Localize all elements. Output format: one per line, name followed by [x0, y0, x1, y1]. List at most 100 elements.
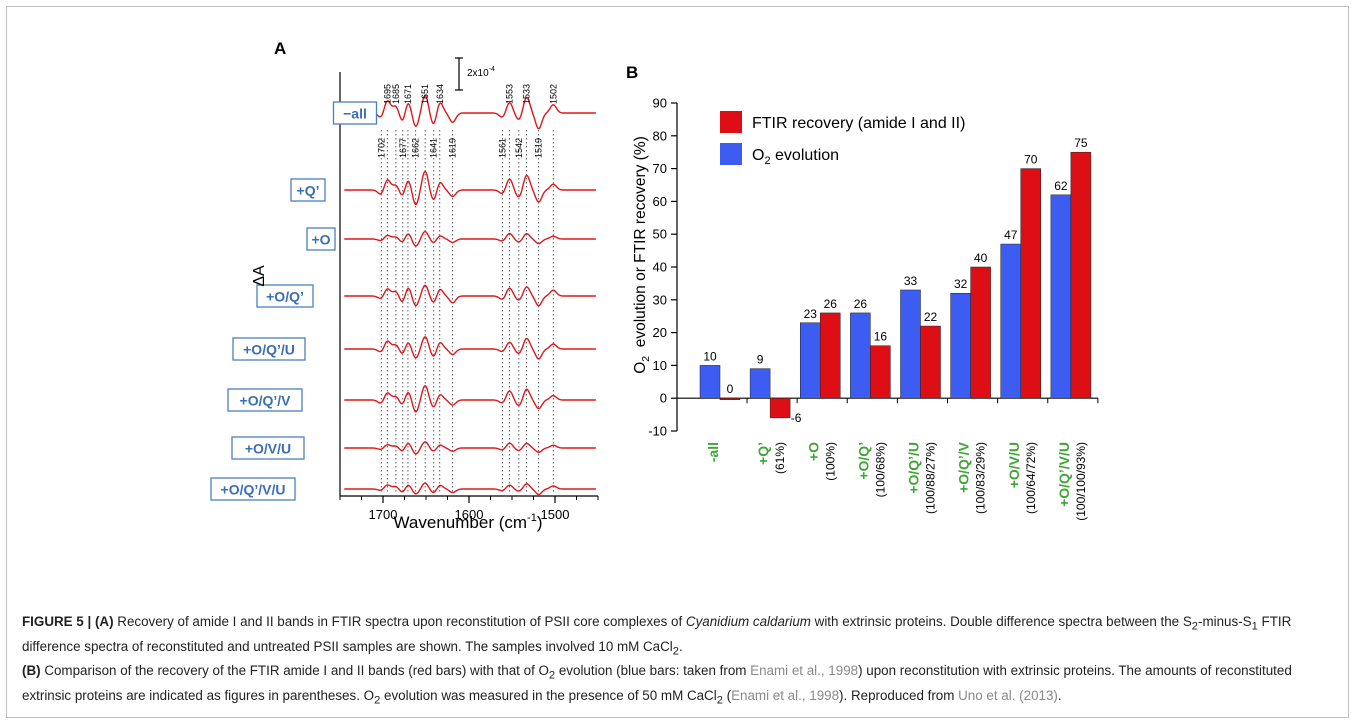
panel-b-label: B — [626, 63, 638, 82]
bar — [1050, 194, 1072, 399]
trace-label-box — [256, 284, 314, 308]
trace-label-box — [232, 337, 306, 361]
spectrum-trace — [344, 385, 596, 413]
panel-a-xlabel-close: ) — [537, 513, 543, 532]
legend-label-ftir: FTIR recovery (amide I and II) — [752, 115, 965, 132]
bar-value-label: 47 — [1004, 228, 1018, 242]
bar — [800, 322, 821, 399]
bar-value-label: 10 — [703, 349, 717, 363]
bar — [900, 289, 921, 399]
panel-a-label: A — [274, 39, 286, 58]
category-sublabel: (100/100/93%) — [1074, 442, 1088, 521]
trace-label: +O — [311, 232, 330, 248]
bar-value-label: 9 — [757, 353, 764, 367]
category-label: +O/V/U — [1006, 442, 1022, 488]
caption-text: Comparison of the recovery of the FTIR a… — [40, 663, 549, 679]
spectrum-trace — [344, 94, 596, 130]
svg-text:O2 evolution: O2 evolution — [752, 147, 839, 167]
peak-label: 1662 — [411, 138, 421, 158]
bar — [1020, 168, 1041, 399]
trace-label-box — [231, 436, 305, 460]
bar-value-label: 75 — [1074, 136, 1088, 150]
y-tick-label: 50 — [653, 227, 667, 242]
bar — [749, 368, 771, 399]
spectrum-trace — [344, 482, 596, 496]
peak-label: 1641 — [429, 138, 439, 158]
peak-label: 1533 — [522, 84, 532, 104]
peak-label: 1702 — [376, 138, 386, 158]
bar — [970, 266, 991, 399]
citation-link[interactable]: Enami et al., 1998 — [750, 663, 859, 679]
y-tick-label: 0 — [660, 391, 667, 406]
bar — [1000, 243, 1021, 399]
category-label: +Q’ — [755, 442, 771, 465]
category-label: +O — [805, 442, 821, 461]
bar-value-label: 33 — [904, 274, 918, 288]
bar-value-label: 26 — [854, 297, 868, 311]
caption-b-tag: (B) — [22, 663, 41, 679]
caption-text: with extrinsic proteins. Double differen… — [810, 614, 1192, 629]
legend-label-o2: O — [752, 147, 764, 164]
bar — [870, 345, 891, 399]
panel-b-ylabel-pre: O — [632, 362, 649, 374]
category-label: +O/Q’/U — [906, 442, 922, 494]
citation-link[interactable]: Uno et al. (2013) — [958, 688, 1058, 704]
legend-swatch-o2 — [720, 143, 742, 165]
panel-b-ylabel-post: evolution or FTIR recovery (%) — [632, 136, 649, 356]
panel-b-ylabel-sub: 2 — [640, 356, 652, 362]
scale-bar-exponent: -4 — [489, 66, 495, 73]
y-tick-label: 20 — [653, 325, 667, 340]
trace-label-box — [290, 178, 326, 202]
bar-value-label: 40 — [974, 251, 988, 265]
peak-label: 1634 — [435, 84, 445, 104]
caption-text: ) upon reconstitution with extrinsic pro… — [22, 663, 1292, 704]
trace-label-box — [210, 477, 296, 501]
caption-text: . — [1057, 688, 1062, 704]
category-label: -all — [705, 442, 721, 462]
bar — [1070, 151, 1092, 399]
trace-label-box — [227, 388, 303, 412]
bar-value-label: 16 — [874, 330, 888, 344]
x-tick-label: 1500 — [541, 507, 570, 522]
legend-swatch-ftir — [720, 111, 742, 133]
legend-label-o2-sub: 2 — [764, 155, 770, 167]
y-tick-label: 90 — [653, 96, 667, 111]
bar — [850, 312, 871, 399]
x-tick-label: 1600 — [455, 507, 484, 522]
caption-species: Cyanidium caldarium — [685, 614, 811, 629]
category-sublabel: (100/68%) — [873, 442, 887, 497]
caption-sub: 2 — [548, 670, 556, 683]
y-tick-label: 60 — [653, 194, 667, 209]
category-sublabel: (100/88/27%) — [924, 442, 938, 514]
category-sublabel: (100/83/29%) — [974, 442, 988, 514]
spectrum-trace — [344, 170, 596, 206]
bar-value-label: 22 — [924, 310, 938, 324]
trace-label: +O/Q’/V — [240, 393, 292, 409]
caption-text: evolution (blue bars: taken from — [555, 663, 751, 679]
category-sublabel: (61%) — [773, 442, 787, 474]
caption-text: ). Reproduced from — [839, 688, 959, 704]
y-tick-label: 70 — [653, 161, 667, 176]
figure-caption: FIGURE 5 | (A) Recovery of amide I and I… — [22, 612, 1338, 711]
trace-label: +O/Q’/U — [243, 342, 295, 358]
scale-bar-label: 2x10 — [467, 68, 489, 79]
panel-a-xlabel-exponent: -1 — [527, 512, 537, 524]
peak-label: 1561 — [498, 138, 508, 158]
bar — [719, 397, 741, 400]
scale-bar: 2x10-4 — [455, 57, 495, 91]
peak-label: 1542 — [514, 138, 524, 158]
peak-label: 1553 — [504, 84, 514, 104]
svg-text:Wavenumber (cm-1): Wavenumber (cm-1) — [394, 512, 543, 532]
category-label: +O/Q’/V — [956, 441, 972, 493]
caption-text: Recovery of amide I and II bands in FTIR… — [113, 614, 686, 629]
bar — [769, 397, 791, 419]
peak-label: 1671 — [403, 84, 413, 104]
panel-a-spectra: A 2x10-4 −all +Q’ +O +O/Q’ +O/Q’/U +O/Q’/V +O/… — [210, 39, 599, 532]
trace-label: +O/Q’/V/U — [221, 482, 286, 498]
category-sublabel: (100%) — [823, 442, 837, 481]
trace-label: +Q’ — [297, 183, 320, 199]
peak-label: 1695 — [382, 84, 392, 104]
peak-label: 1685 — [391, 84, 401, 104]
citation-link[interactable]: Enami et al., 1998 — [731, 688, 840, 704]
caption-text: evolution was measured in the presence o… — [380, 688, 717, 704]
